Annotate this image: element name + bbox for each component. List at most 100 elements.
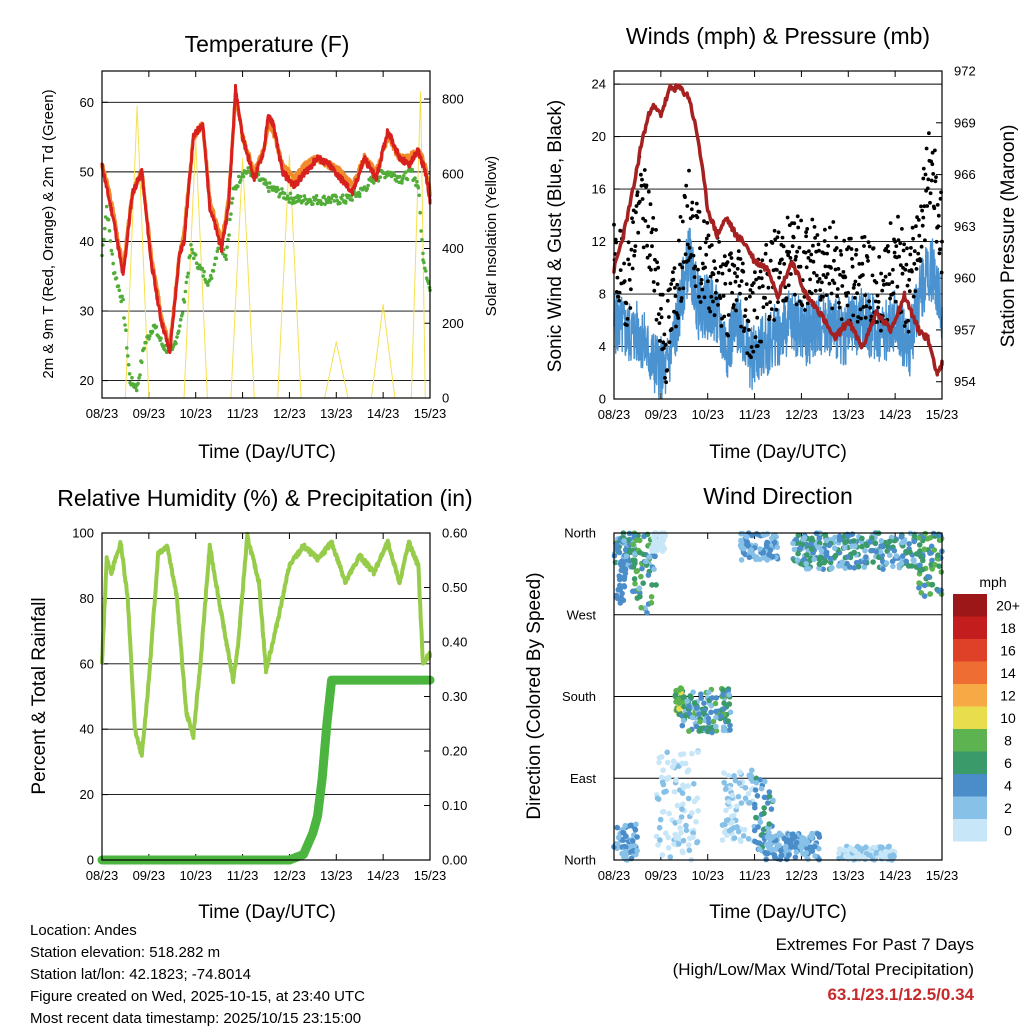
gust-point [660,292,665,297]
gust-point [812,225,817,229]
gust-point [734,308,738,313]
ytick-label: 50 [80,164,94,179]
direction-point [910,557,916,564]
gust-point [721,294,726,298]
gust-point [794,302,799,307]
ytick-right-label: 0.60 [442,526,467,541]
xtick-label: 13/23 [320,868,353,883]
direction-point [749,532,755,539]
gust-point [758,269,763,274]
winds-panel: Winds (mph) & Pressure (mb) 08/23 09/23 10… [545,23,1019,463]
gust-point [855,319,860,324]
gust-point [667,340,672,344]
gust-point [719,324,724,328]
xtick-label: 14/23 [367,868,400,883]
gust-point [702,219,706,224]
recent-timestamp: Most recent data timestamp: 2025/10/15 2… [30,1010,362,1027]
gust-point [823,264,828,269]
gust-point [926,177,931,182]
direction-point [713,723,719,730]
gust-point [919,204,923,209]
gust-point [821,273,826,277]
gust-point [915,215,919,220]
direction-point [632,827,639,833]
dewpoint-point [211,269,216,273]
dewpoint-point [154,325,159,329]
gust-point [788,256,793,260]
colorbar-swatch [953,594,987,617]
gust-point [718,264,723,269]
gust-point [764,243,769,247]
direction-point [630,541,636,548]
dewpoint-point [230,201,234,205]
direction-point [822,558,829,564]
gust-point [858,307,863,312]
direction-point [889,558,896,565]
direction-point [735,793,742,800]
gust-point [698,300,703,304]
gust-point [777,275,781,280]
direction-point [678,830,684,836]
direction-point [679,760,685,767]
gust-point [810,217,815,222]
xtick-label: 14/23 [879,407,912,422]
gust-point [659,306,663,311]
gust-point [851,286,856,290]
gust-point [769,307,774,311]
direction-point [861,559,868,565]
gust-point [703,265,707,270]
direction-point [751,827,758,834]
direction-point [660,767,666,773]
direction-point [621,574,628,580]
direction-ylabel: Direction (Colored By Speed) [524,572,545,819]
dewpoint-point [237,174,241,179]
direction-point [617,600,624,606]
gust-point [817,248,821,253]
gust-point [634,210,638,215]
gust-point [877,255,882,259]
gust-point [770,241,775,245]
dewpoint-point [424,276,429,281]
gust-point [659,315,664,320]
gust-point [913,289,918,294]
direction-point [657,837,663,843]
gust-point [656,312,661,316]
gust-point [746,319,751,324]
gust-point [681,286,686,291]
colorbar-swatch [953,796,987,819]
dewpoint-point [398,174,402,179]
sonic-wind-line [613,227,943,400]
gust-point [860,261,865,266]
direction-point [842,539,848,546]
direction-point [803,841,810,847]
direction-point [679,722,686,729]
humidity-xticks: 08/23 09/23 10/23 11/23 12/23 13/23 14/23 15/23 [86,868,447,883]
direction-point [899,539,906,546]
gust-point [887,282,891,286]
gust-point [910,269,914,274]
direction-point [863,554,869,560]
gust-point [698,246,702,251]
dewpoint-point [178,324,182,328]
direction-point [766,844,772,851]
direction-point [721,770,727,776]
dewpoint-point [148,334,152,338]
xtick-label: 12/23 [273,406,306,421]
gust-point [674,324,678,329]
direction-point [632,580,638,587]
humidity-yticks: 0 20 40 60 80 100 [72,526,94,868]
dewpoint-point [341,193,345,197]
gust-point [685,242,690,247]
direction-point [748,547,754,553]
gust-point [702,295,707,300]
gust-point [818,298,823,302]
direction-point [748,772,755,779]
direction-point [851,549,857,556]
gust-point [920,223,925,228]
direction-point [648,594,655,600]
direction-point [884,543,891,549]
humidity-ylabel: Percent & Total Rainfall [29,597,50,794]
gust-point [699,278,704,282]
dewpoint-point [137,376,141,380]
